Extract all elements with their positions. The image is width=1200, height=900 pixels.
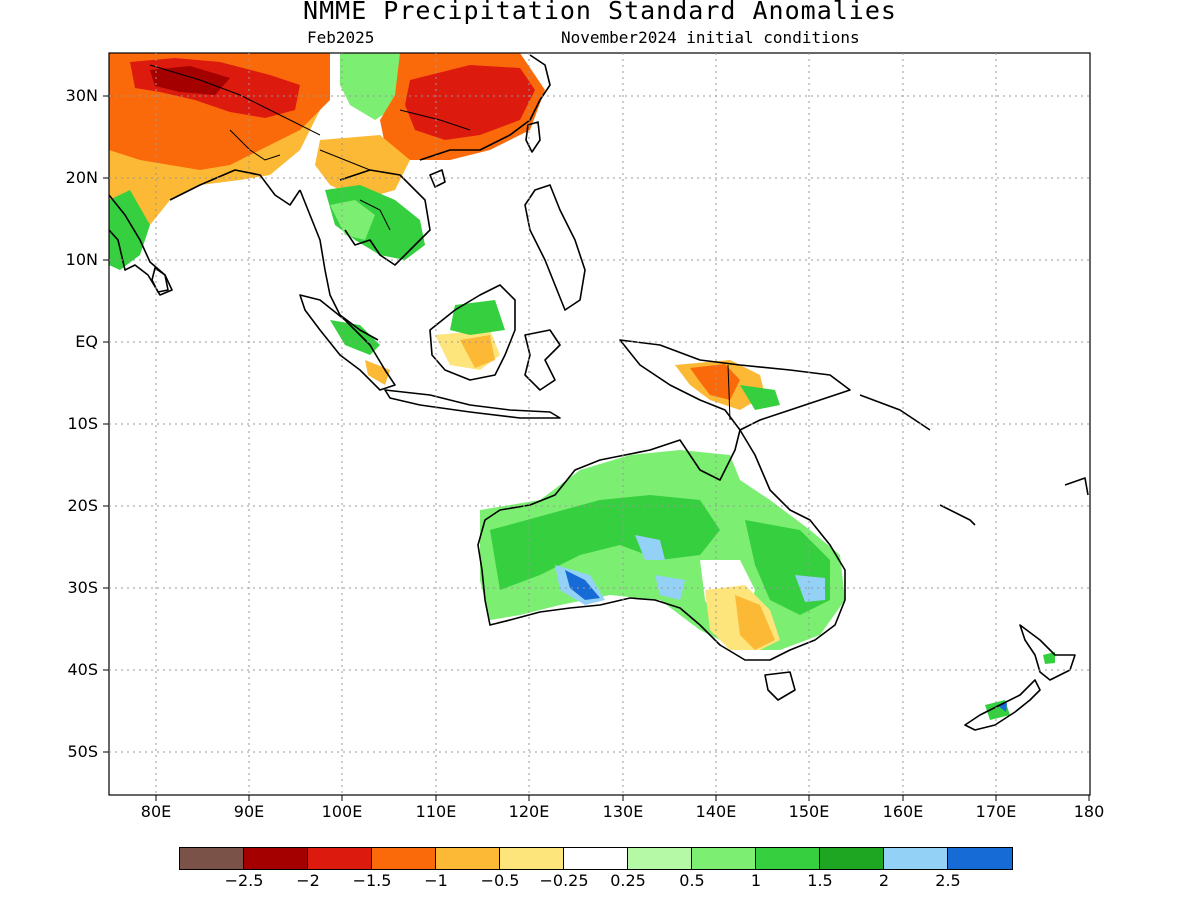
lat-label: 20S bbox=[67, 496, 98, 515]
colorbar-swatch bbox=[820, 848, 884, 869]
coast-myanmar-malay bbox=[299, 189, 379, 341]
lat-label: 10N bbox=[65, 250, 98, 269]
colorbar-tick-label: −0.25 bbox=[539, 871, 589, 890]
region-newguinea-green bbox=[740, 385, 780, 410]
colorbar-swatch bbox=[948, 848, 1012, 869]
region-australia-blue-2 bbox=[635, 535, 665, 560]
chart-title: NMME Precipitation Standard Anomalies bbox=[303, 0, 897, 25]
region-australia-blue-4 bbox=[795, 575, 825, 602]
region-tibet-darkred bbox=[150, 66, 230, 95]
initial-conditions: November2024 initial conditions bbox=[561, 28, 860, 47]
colorbar-swatch bbox=[372, 848, 436, 869]
colorbar-swatch bbox=[308, 848, 372, 869]
lon-label: 80E bbox=[140, 802, 172, 821]
coast-tasmania bbox=[764, 671, 796, 701]
region-india-wet bbox=[109, 190, 150, 270]
colorbar-tick-label: 1 bbox=[750, 871, 762, 890]
colorbar-swatch bbox=[180, 848, 244, 869]
coast-new-guinea bbox=[619, 339, 851, 431]
coast-australia bbox=[477, 429, 846, 661]
colorbar-tick-label: 2 bbox=[878, 871, 890, 890]
region-se-australia-amber bbox=[735, 595, 775, 650]
lat-label: 30N bbox=[65, 86, 98, 105]
coast-bay-bengal bbox=[169, 169, 301, 206]
region-australia-blue-3 bbox=[655, 575, 685, 600]
colorbar-tick-label: 1.5 bbox=[807, 871, 833, 890]
lat-label: EQ bbox=[75, 332, 98, 351]
colorbar-swatch bbox=[500, 848, 564, 869]
lat-label: 20N bbox=[65, 168, 98, 187]
lon-label: 170E bbox=[975, 802, 1017, 821]
region-indochina-light bbox=[330, 200, 375, 240]
coast-fiji bbox=[1064, 477, 1089, 496]
coast-india bbox=[108, 194, 173, 296]
lon-label: 110E bbox=[415, 802, 457, 821]
anomaly-fields bbox=[109, 53, 1055, 720]
colorbar-swatch bbox=[564, 848, 628, 869]
gridlines bbox=[109, 53, 1090, 795]
colorbar-tick-label: −2.5 bbox=[224, 871, 264, 890]
region-borneo-amber bbox=[460, 335, 495, 368]
lon-label: 150E bbox=[788, 802, 830, 821]
coast-sulawesi bbox=[524, 329, 561, 391]
lon-label: 160E bbox=[882, 802, 924, 821]
lat-label: 40S bbox=[67, 660, 98, 679]
region-sumatra-wet bbox=[330, 320, 380, 355]
coast-hainan bbox=[429, 169, 446, 188]
coast-philippines bbox=[524, 184, 586, 311]
lon-label: 130E bbox=[602, 802, 644, 821]
borders bbox=[149, 64, 731, 421]
lat-label: 30S bbox=[67, 578, 98, 597]
lon-label: 100E bbox=[321, 802, 363, 821]
coast-sumatra bbox=[299, 294, 396, 391]
coast-borneo bbox=[429, 284, 516, 381]
colorbar-tick-label: −1.5 bbox=[352, 871, 392, 890]
colorbar-tick-label: −1 bbox=[424, 871, 448, 890]
coastlines bbox=[108, 54, 1089, 731]
lon-label: 120E bbox=[508, 802, 550, 821]
forecast-month: Feb2025 bbox=[307, 28, 375, 47]
lon-label: 140E bbox=[695, 802, 737, 821]
coast-solomons bbox=[859, 394, 931, 431]
coast-java bbox=[384, 389, 561, 419]
coast-sri-lanka bbox=[151, 267, 169, 293]
coast-new-zealand-south bbox=[964, 679, 1041, 731]
tick-marks bbox=[103, 95, 1090, 801]
colorbar bbox=[179, 847, 1013, 870]
coast-indochina bbox=[339, 169, 431, 266]
region-china-red bbox=[405, 65, 535, 140]
colorbar-swatch bbox=[436, 848, 500, 869]
coast-new-zealand-north bbox=[1019, 624, 1076, 681]
region-borneo-wet bbox=[450, 300, 505, 335]
region-australia-deepblue bbox=[565, 570, 600, 600]
colorbar-swatch bbox=[756, 848, 820, 869]
coast-new-caledonia bbox=[939, 504, 976, 526]
lat-label: 10S bbox=[67, 414, 98, 433]
region-australia-wet bbox=[490, 495, 720, 590]
region-nz-north-green bbox=[1043, 652, 1055, 664]
lon-label: 90E bbox=[233, 802, 265, 821]
coast-china bbox=[419, 54, 551, 161]
colorbar-swatch bbox=[628, 848, 692, 869]
coast-taiwan bbox=[525, 121, 541, 153]
region-java-yellow bbox=[365, 360, 390, 385]
colorbar-swatch bbox=[692, 848, 756, 869]
lat-label: 50S bbox=[67, 742, 98, 761]
region-newguinea-orange bbox=[690, 364, 740, 400]
colorbar-tick-label: 0.25 bbox=[610, 871, 646, 890]
colorbar-tick-label: −2 bbox=[296, 871, 320, 890]
colorbar-tick-label: −0.5 bbox=[480, 871, 520, 890]
colorbar-swatch bbox=[884, 848, 948, 869]
colorbar-tick-label: 0.5 bbox=[679, 871, 705, 890]
lon-label: 180 bbox=[1073, 802, 1105, 821]
colorbar-swatch bbox=[244, 848, 308, 869]
colorbar-tick-label: 2.5 bbox=[935, 871, 961, 890]
